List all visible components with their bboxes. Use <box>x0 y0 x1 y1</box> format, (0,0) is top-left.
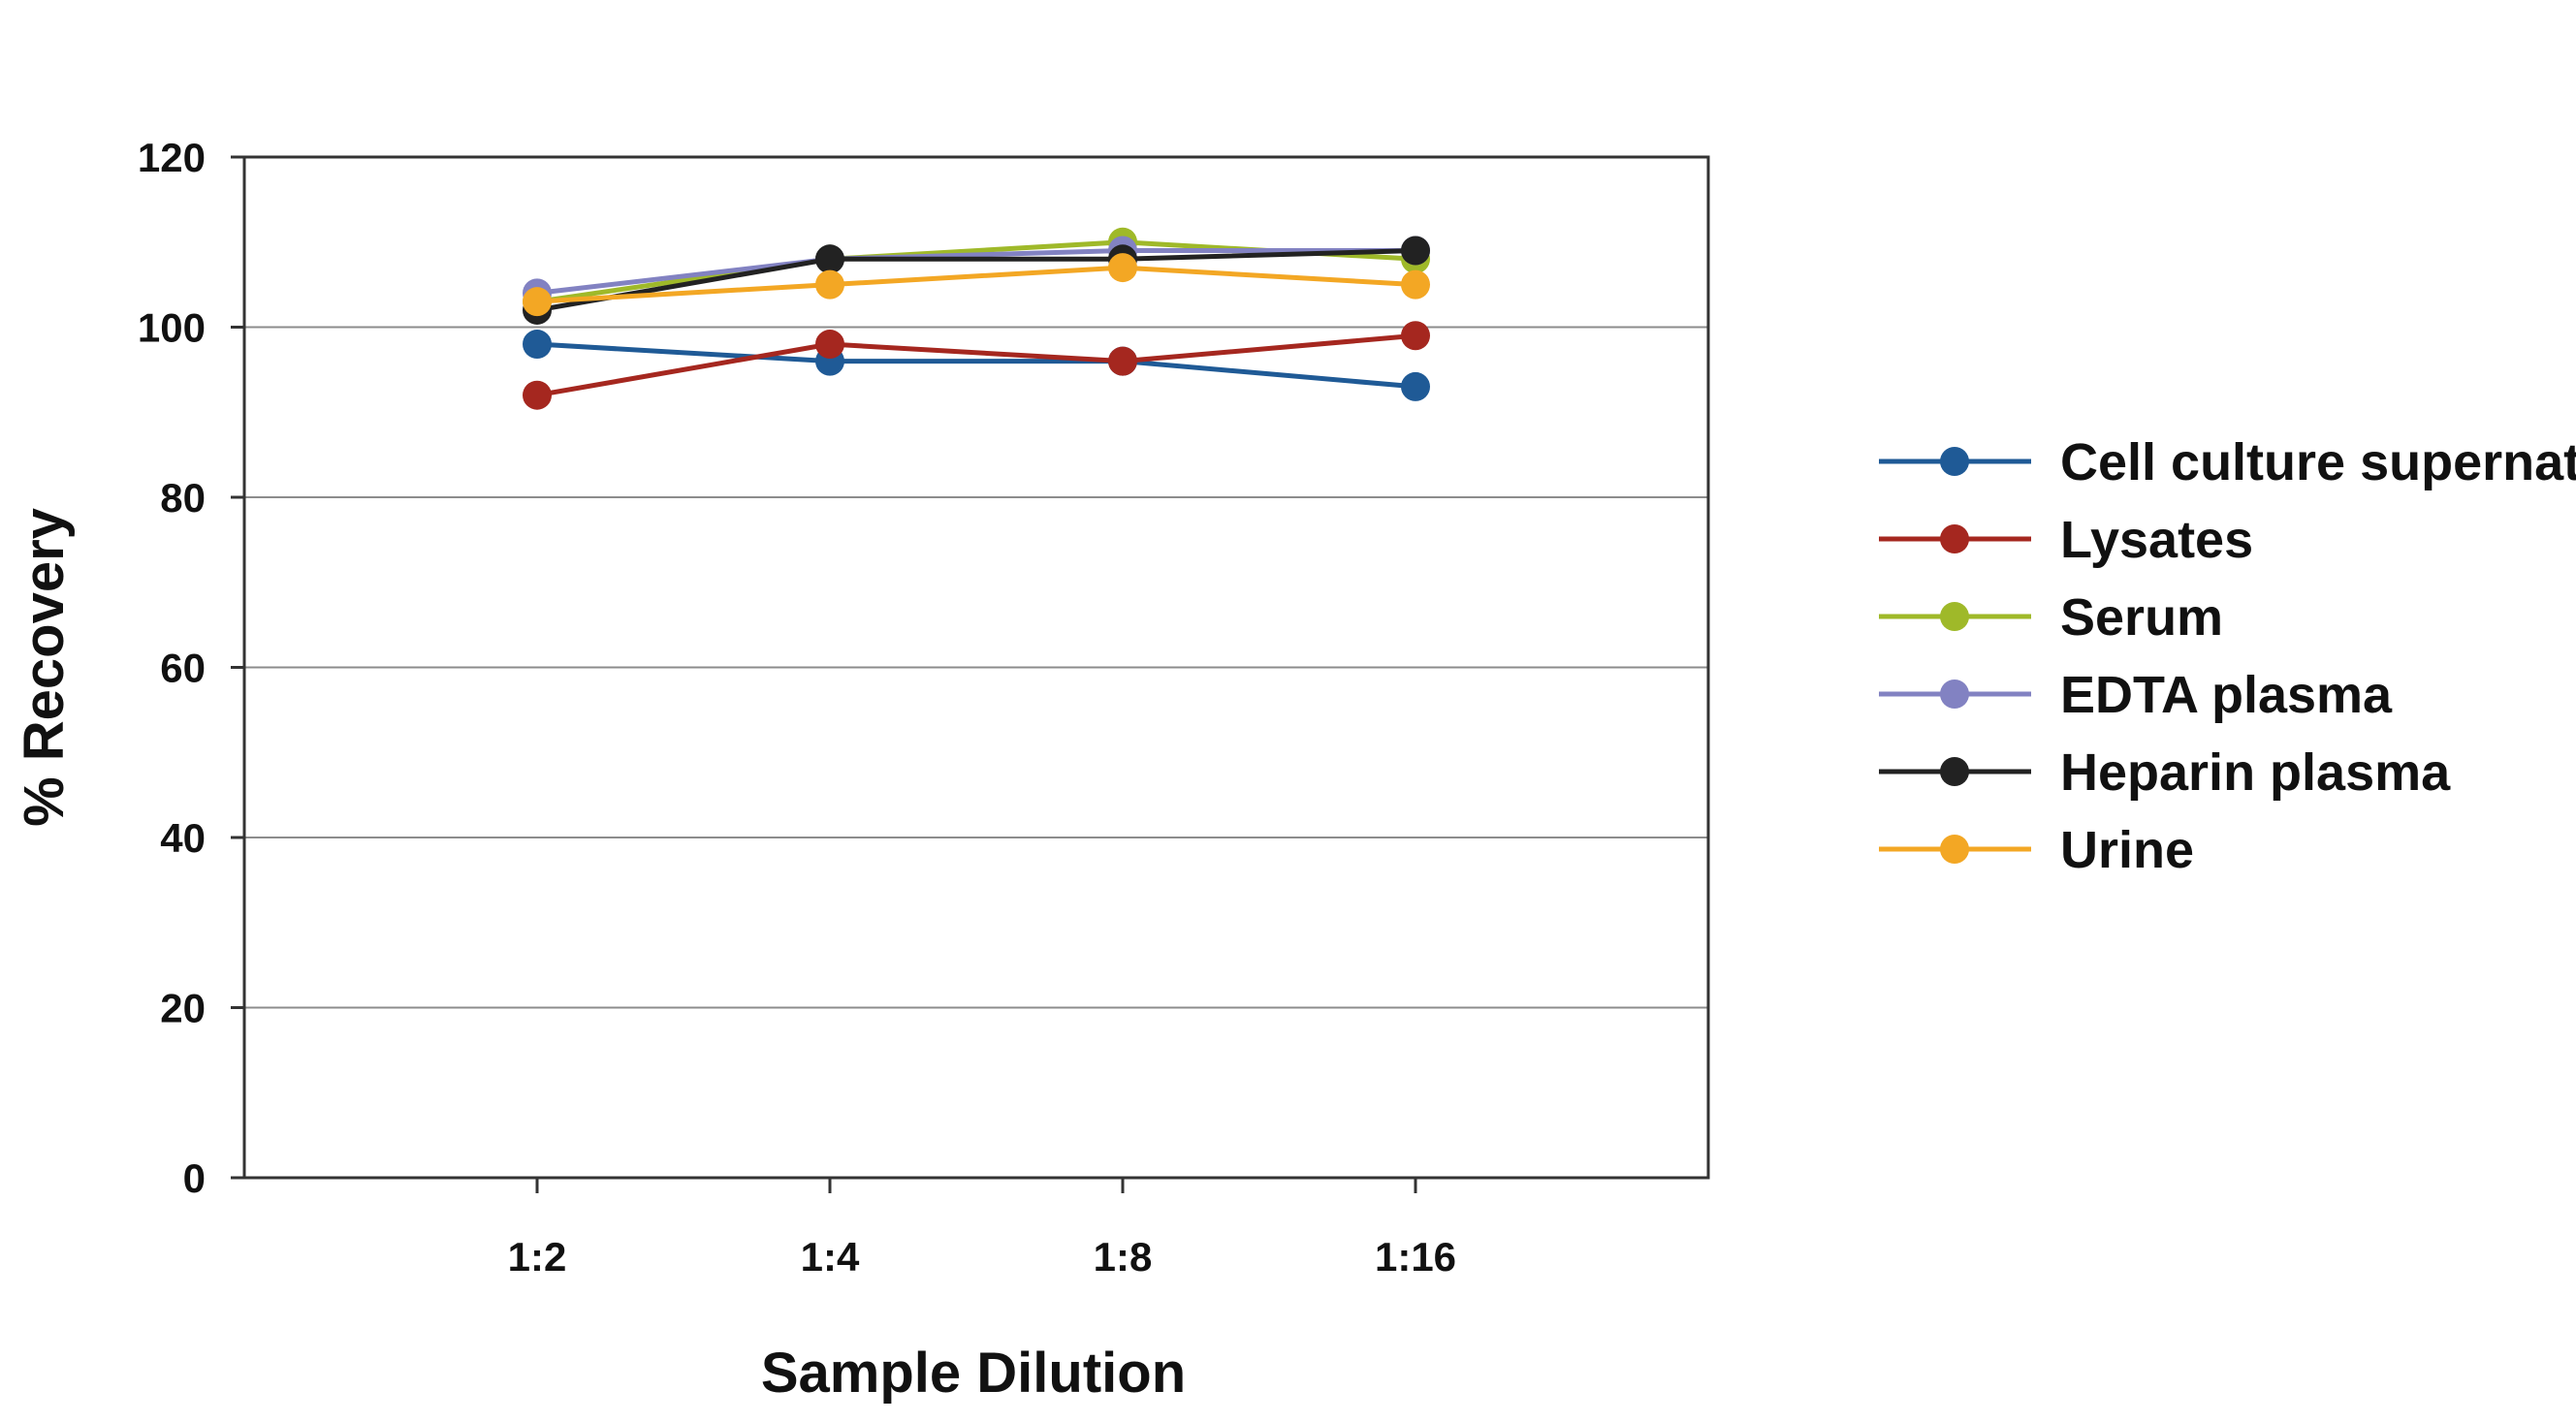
legend-item: Heparin plasma <box>1879 743 2451 802</box>
legend-swatch-marker <box>1940 602 1969 631</box>
legend-item: Urine <box>1879 821 2194 879</box>
legend-label: Lysates <box>2060 511 2253 569</box>
series-line <box>536 248 1415 296</box>
legend-swatch-marker <box>1940 835 1969 864</box>
data-point <box>815 269 844 300</box>
series-0 <box>523 330 1430 401</box>
legend-item: Lysates <box>1879 511 2253 569</box>
data-point <box>815 330 844 360</box>
data-point <box>1401 269 1430 300</box>
series-line <box>536 248 1416 313</box>
data-point <box>815 244 844 274</box>
series-1 <box>523 321 1430 410</box>
gridlines <box>244 326 1708 1009</box>
series-2 <box>523 227 1430 317</box>
y-tick-label: 80 <box>160 475 206 521</box>
x-tick-label: 1:2 <box>508 1234 567 1280</box>
legend-swatch-marker <box>1940 447 1969 476</box>
legend-swatch-marker <box>1940 757 1969 786</box>
legend-label: Serum <box>2060 588 2223 647</box>
y-tick-label: 20 <box>160 986 206 1031</box>
y-tick-label: 60 <box>160 646 206 691</box>
legend-item: Serum <box>1879 588 2223 647</box>
y-tick-label: 120 <box>138 135 206 180</box>
legend-swatch-marker <box>1940 524 1969 553</box>
legend-label: Cell culture supernates <box>2060 433 2576 491</box>
x-axis-title: Sample Dilution <box>761 1342 1186 1405</box>
legend-label: Urine <box>2060 821 2194 879</box>
legend-item: Cell culture supernates <box>1879 433 2576 491</box>
y-axis-title: % Recovery <box>13 508 76 827</box>
legend-label: EDTA plasma <box>2060 666 2393 724</box>
legend-item: EDTA plasma <box>1879 666 2393 724</box>
data-point <box>1401 321 1430 351</box>
legend-label: Heparin plasma <box>2060 743 2451 802</box>
series-lines <box>523 227 1430 410</box>
data-point <box>523 287 552 317</box>
series-5 <box>523 253 1430 317</box>
x-tick-label: 1:16 <box>1375 1234 1456 1280</box>
data-point <box>523 380 552 410</box>
series-line <box>536 332 1416 398</box>
y-tick-label: 0 <box>183 1155 206 1201</box>
axis-ticks: 0 20 40 60 80 100 120 1:2 1:4 1:8 1:16 <box>138 135 1456 1280</box>
series-line <box>536 265 1416 304</box>
y-tick-label: 40 <box>160 815 206 861</box>
legend-swatch-marker <box>1940 679 1969 709</box>
data-point <box>1401 236 1430 266</box>
legend: Cell culture supernates Lysates Serum EDTA … <box>1879 433 2576 879</box>
data-point <box>523 330 552 360</box>
series-line <box>536 341 1416 390</box>
x-tick-label: 1:8 <box>1094 1234 1153 1280</box>
data-point <box>1401 371 1430 401</box>
data-point <box>1108 253 1137 283</box>
y-tick-label: 100 <box>138 305 206 351</box>
data-point <box>1108 346 1137 376</box>
x-tick-label: 1:4 <box>801 1234 860 1280</box>
